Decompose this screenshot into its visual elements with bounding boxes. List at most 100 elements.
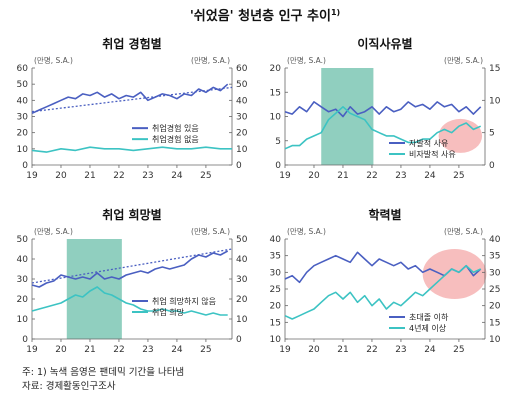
figure-title: '쉬었음' 청년층 인구 추이1): [190, 8, 340, 24]
x-tick-label: 19: [26, 171, 38, 181]
y-tick-label-right: 0: [489, 161, 495, 171]
y-tick-label-right: 40: [236, 255, 248, 265]
legend-label: 취업경험 없음: [152, 134, 199, 144]
unit-label-right: (만명, S.A.): [444, 55, 483, 65]
x-tick-label: 24: [424, 345, 436, 355]
legend-label: 4년제 이상: [409, 323, 447, 333]
x-tick-label: 20: [55, 345, 67, 355]
x-tick-label: 23: [142, 171, 153, 181]
x-tick-label: 21: [84, 171, 95, 181]
x-tick-label: 24: [171, 345, 183, 355]
y-tick-label-left: 25: [270, 285, 281, 295]
y-tick-label-right: 50: [236, 235, 248, 245]
chart-panel-3: 취업 희망별 (만명, S.A.) (만명, S.A.) 0 10 20 30 40 50 0 10…: [17, 207, 248, 355]
x-tick-label: 23: [395, 171, 406, 181]
y-tick-label-right: 25: [489, 285, 500, 295]
series-line-1: [284, 101, 482, 118]
x-tick-label: 21: [337, 171, 348, 181]
unit-label-right: (만명, S.A.): [191, 55, 230, 65]
pandemic-shade: [321, 68, 374, 165]
y-tick-label-left: 10: [17, 315, 29, 325]
y-tick-label-left: 20: [270, 302, 282, 312]
x-tick-label: 19: [26, 345, 38, 355]
panel-title: 취업 경험별: [102, 36, 161, 51]
x-tick-label: 19: [279, 171, 291, 181]
x-tick-label: 23: [395, 345, 406, 355]
y-tick-label-left: 15: [270, 88, 281, 98]
y-tick-label-right: 40: [236, 96, 248, 106]
x-tick-label: 20: [55, 171, 67, 181]
y-tick-label-left: 50: [17, 80, 29, 90]
x-tick-label: 22: [113, 345, 124, 355]
y-tick-label-left: 20: [17, 295, 29, 305]
series-line-1: [31, 250, 229, 288]
y-tick-label-right: 10: [489, 96, 501, 106]
chart-panel-2: 이직사유별 (만명, S.A.) (만명, S.A.) 0 5 10 15 20 0 5 10 15 1…: [270, 36, 501, 181]
x-tick-label: 24: [171, 171, 183, 181]
series-line-2: [31, 146, 232, 153]
y-tick-label-left: 0: [22, 161, 28, 171]
figure-title-superscript: 1): [331, 8, 340, 17]
y-tick-label-left: 40: [17, 96, 29, 106]
series-line-2: [31, 286, 228, 316]
chart-panel-1: 취업 경험별 (만명, S.A.) (만명, S.A.) 0 10 20 30 40 50 60 0…: [17, 36, 248, 181]
y-tick-label-right: 10: [236, 145, 248, 155]
x-tick-label: 25: [200, 171, 211, 181]
panel-title: 취업 희망별: [102, 207, 161, 222]
y-tick-label-left: 60: [17, 64, 29, 74]
y-tick-label-left: 10: [270, 335, 282, 345]
y-tick-label-left: 30: [17, 113, 29, 123]
y-tick-label-left: 0: [22, 335, 28, 345]
x-tick-label: 25: [200, 345, 211, 355]
y-tick-label-right: 40: [489, 235, 501, 245]
y-tick-label-right: 0: [236, 335, 242, 345]
y-tick-label-left: 40: [270, 235, 282, 245]
y-tick-label-right: 60: [236, 64, 248, 74]
legend-label: 비자발적 사유: [409, 149, 456, 159]
x-tick-label: 25: [453, 345, 464, 355]
y-tick-label-right: 20: [236, 295, 248, 305]
unit-label-left: (만명, S.A.): [287, 55, 326, 65]
y-tick-label-left: 20: [270, 64, 282, 74]
y-tick-label-right: 30: [236, 275, 248, 285]
unit-label-right: (만명, S.A.): [444, 226, 483, 236]
y-tick-label-right: 15: [489, 318, 500, 328]
y-tick-label-left: 20: [17, 129, 29, 139]
y-tick-label-right: 20: [236, 129, 248, 139]
panel-title: 학력별: [368, 207, 401, 222]
y-tick-label-right: 30: [236, 113, 248, 123]
y-tick-label-right: 5: [489, 129, 495, 139]
x-tick-label: 25: [453, 171, 464, 181]
x-tick-label: 21: [84, 345, 95, 355]
unit-label-left: (만명, S.A.): [287, 226, 326, 236]
y-tick-label-left: 10: [17, 145, 29, 155]
y-tick-label-right: 30: [489, 268, 501, 278]
y-tick-label-left: 10: [270, 113, 282, 123]
y-tick-label-left: 30: [270, 268, 282, 278]
y-tick-label-right: 20: [489, 302, 501, 312]
series-line-2: [284, 106, 482, 150]
y-tick-label-left: 5: [275, 137, 281, 147]
legend-label: 취업 희망: [152, 307, 185, 317]
y-tick-label-right: 35: [489, 252, 500, 262]
y-tick-label-left: 30: [17, 275, 29, 285]
y-tick-label-right: 10: [489, 335, 501, 345]
y-tick-label-right: 15: [489, 64, 500, 74]
unit-label-left: (만명, S.A.): [34, 226, 73, 236]
x-tick-label: 22: [366, 345, 377, 355]
unit-label-left: (만명, S.A.): [34, 55, 73, 65]
panel-title: 이직사유별: [357, 36, 412, 51]
y-tick-label-left: 0: [275, 161, 281, 171]
legend-label: 취업경험 있음: [152, 123, 199, 133]
unit-label-right: (만명, S.A.): [191, 226, 230, 236]
x-tick-label: 21: [337, 345, 348, 355]
x-tick-label: 20: [308, 345, 320, 355]
x-tick-label: 19: [279, 345, 291, 355]
x-tick-label: 20: [308, 171, 320, 181]
chart-panel-4: 학력별(만명, S.A.) (만명, S.A.)10152025303540101…: [270, 207, 501, 355]
y-tick-label-left: 50: [17, 235, 29, 245]
trend-line: [31, 248, 233, 284]
series-line-1: [31, 83, 229, 115]
y-tick-label-left: 35: [270, 252, 281, 262]
